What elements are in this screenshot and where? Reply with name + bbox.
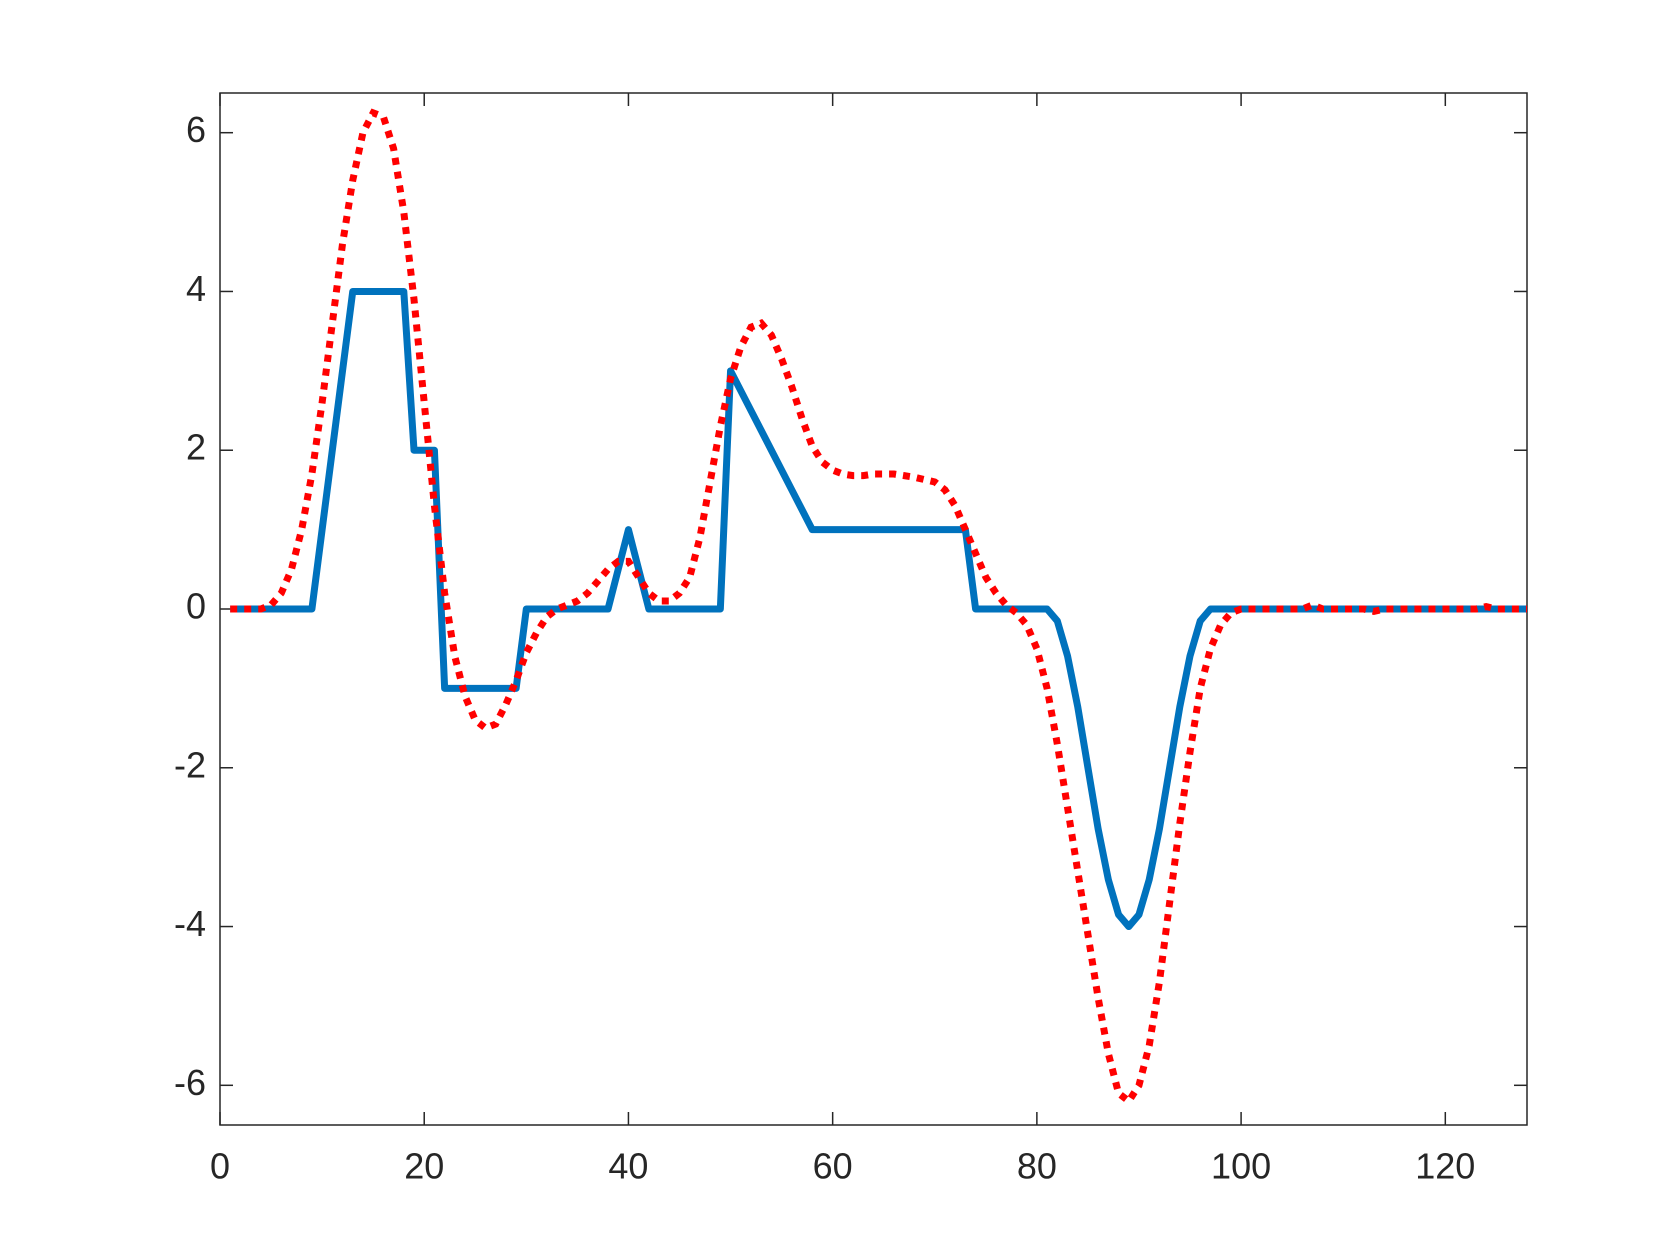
x-tick-label: 80	[1017, 1146, 1057, 1187]
x-tick-label: 40	[608, 1146, 648, 1187]
y-tick-label: 2	[186, 427, 206, 468]
x-tick-label: 60	[813, 1146, 853, 1187]
x-tick-label: 120	[1415, 1146, 1475, 1187]
y-tick-label: -2	[174, 744, 206, 785]
y-tick-label: -6	[174, 1062, 206, 1103]
y-tick-label: 4	[186, 268, 206, 309]
data-line	[230, 108, 1527, 1107]
x-tick-label: 20	[404, 1146, 444, 1187]
y-tick-label: 0	[186, 586, 206, 627]
y-tick-label: 6	[186, 109, 206, 150]
x-tick-label: 0	[210, 1146, 230, 1187]
y-tick-label: -4	[174, 903, 206, 944]
x-tick-label: 100	[1211, 1146, 1271, 1187]
